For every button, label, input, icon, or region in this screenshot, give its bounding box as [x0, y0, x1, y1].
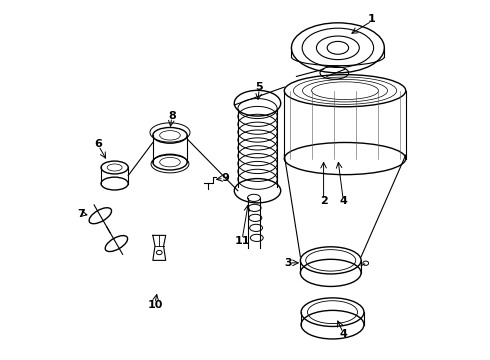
Text: 5: 5 — [255, 82, 263, 92]
Text: 9: 9 — [221, 173, 229, 183]
Text: 8: 8 — [168, 111, 175, 121]
Text: 1: 1 — [368, 14, 376, 24]
Text: 10: 10 — [147, 300, 163, 310]
Text: 4: 4 — [339, 329, 347, 339]
Text: 3: 3 — [284, 258, 292, 268]
Text: 6: 6 — [94, 139, 102, 149]
Text: 4: 4 — [339, 197, 347, 206]
Text: 2: 2 — [319, 197, 327, 206]
Text: 7: 7 — [77, 209, 85, 219]
Text: 11: 11 — [234, 236, 250, 246]
